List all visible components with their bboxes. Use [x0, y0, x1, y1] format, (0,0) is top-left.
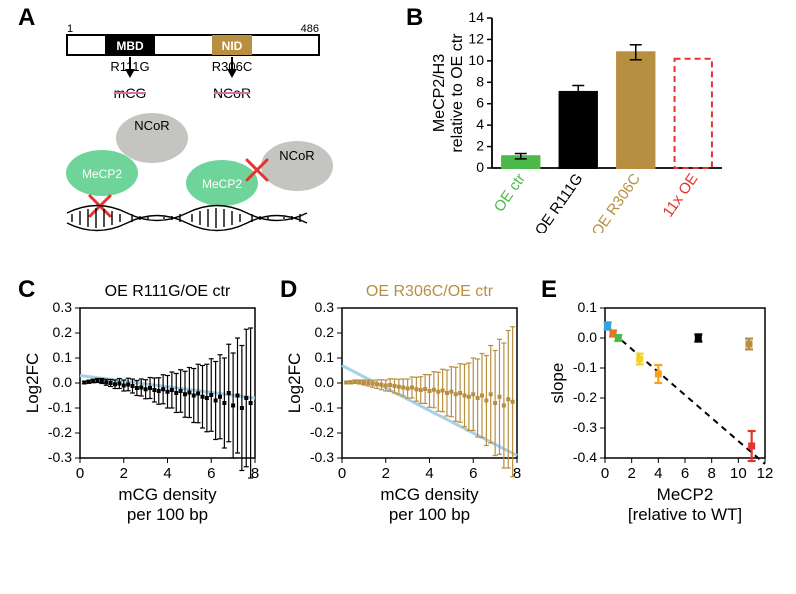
svg-text:0.1: 0.1: [315, 349, 335, 365]
panel-A-svg: 1 486 MBD NID R111G R306C mCG NCoR NCoR …: [22, 8, 342, 233]
mecp2-blob-right-label: MeCP2: [202, 177, 242, 191]
svg-text:2: 2: [476, 138, 484, 154]
protein-bar: [67, 35, 319, 55]
svg-text:MeCP2/H3: MeCP2/H3: [431, 54, 448, 132]
svg-text:-0.1: -0.1: [310, 399, 334, 415]
svg-text:2: 2: [627, 465, 635, 482]
svg-text:MeCP2: MeCP2: [657, 485, 714, 504]
svg-text:4: 4: [654, 465, 662, 482]
svg-text:14: 14: [468, 9, 484, 25]
svg-text:8: 8: [476, 73, 484, 89]
svg-text:2: 2: [382, 465, 390, 482]
panel-C-svg: OE R111G/OE ctr 0 2 4 6 8 -0.3 -0.2 -0.1 0.0 0.1 0.…: [22, 280, 267, 580]
mbd-label: MBD: [116, 39, 144, 53]
svg-text:6: 6: [207, 465, 215, 482]
nid-label: NID: [222, 39, 243, 53]
svg-text:0.3: 0.3: [53, 299, 73, 315]
svg-text:-0.1: -0.1: [48, 399, 72, 415]
svg-text:mCG density: mCG density: [380, 485, 479, 504]
svg-text:0: 0: [76, 465, 84, 482]
svg-text:6: 6: [681, 465, 689, 482]
svg-text:-0.3: -0.3: [573, 419, 597, 435]
panel-D-svg: OE R306C/OE ctr 0 2 4 6 8 -0.3 -0.2 -0.1 0.0 0.1 0.…: [284, 280, 529, 580]
svg-text:4: 4: [163, 465, 171, 482]
svg-text:OE R306C: OE R306C: [588, 170, 644, 233]
svg-text:0: 0: [338, 465, 346, 482]
svg-text:0: 0: [601, 465, 609, 482]
svg-text:0.2: 0.2: [315, 324, 335, 340]
svg-text:12: 12: [468, 30, 484, 46]
panel-D-scatter: OE R306C/OE ctr 0 2 4 6 8 -0.3 -0.2 -0.1 0.0 0.1 0.…: [284, 280, 529, 580]
panel-B-svg: 0 2 4 6 8 10 12 14 MeCP2/H3relative to OE ctr OE …: [410, 8, 770, 233]
svg-text:0: 0: [476, 159, 484, 175]
svg-text:0.1: 0.1: [578, 299, 598, 315]
svg-text:per 100 bp: per 100 bp: [389, 505, 470, 524]
panel-E-svg: 0 2 4 6 8 10 12 -0.4 -0.3 -0.2 -0.1 0.0 0.1 slope MeCP…: [545, 280, 780, 580]
svg-text:-0.2: -0.2: [48, 424, 72, 440]
svg-text:4: 4: [425, 465, 433, 482]
svg-text:8: 8: [251, 465, 259, 482]
r306c-label: R306C: [212, 59, 252, 74]
svg-text:-0.2: -0.2: [310, 424, 334, 440]
svg-text:Log2FC: Log2FC: [285, 353, 304, 413]
svg-text:0.1: 0.1: [53, 349, 73, 365]
r111g-label: R111G: [110, 59, 149, 74]
svg-text:8: 8: [513, 465, 521, 482]
svg-text:0.0: 0.0: [578, 329, 598, 345]
svg-text:6: 6: [476, 95, 484, 111]
panel-A-schematic: 1 486 MBD NID R111G R306C mCG NCoR NCoR …: [22, 8, 342, 233]
panel-A-start: 1: [67, 23, 73, 35]
svg-text:OE ctr: OE ctr: [491, 171, 529, 216]
svg-text:8: 8: [707, 465, 715, 482]
svg-text:0.0: 0.0: [53, 374, 73, 390]
svg-text:-0.1: -0.1: [573, 359, 597, 375]
ncor-blob-right-label: NCoR: [279, 148, 314, 163]
svg-text:OE R306C/OE ctr: OE R306C/OE ctr: [366, 283, 494, 300]
svg-text:10: 10: [468, 52, 484, 68]
svg-text:4: 4: [476, 116, 484, 132]
svg-text:mCG density: mCG density: [118, 485, 217, 504]
mecp2-blob-left-label: MeCP2: [82, 167, 122, 181]
svg-text:11x OE: 11x OE: [660, 171, 702, 221]
ncor-blob-left-label: NCoR: [134, 118, 169, 133]
svg-text:relative to OE ctr: relative to OE ctr: [449, 33, 466, 153]
svg-text:0.2: 0.2: [53, 324, 73, 340]
svg-text:OE R111G/OE ctr: OE R111G/OE ctr: [105, 283, 231, 300]
svg-text:0.0: 0.0: [315, 374, 335, 390]
svg-text:per 100 bp: per 100 bp: [127, 505, 208, 524]
svg-text:Log2FC: Log2FC: [23, 353, 42, 413]
svg-text:slope: slope: [548, 363, 567, 404]
svg-text:-0.2: -0.2: [573, 389, 597, 405]
panel-A-end: 486: [301, 23, 319, 35]
svg-text:OE R111G: OE R111G: [532, 171, 587, 233]
svg-text:0.3: 0.3: [315, 299, 335, 315]
panel-C-scatter: OE R111G/OE ctr 0 2 4 6 8 -0.3 -0.2 -0.1 0.0 0.1 0.…: [22, 280, 267, 580]
svg-text:-0.3: -0.3: [48, 449, 72, 465]
svg-text:-0.4: -0.4: [573, 449, 597, 465]
panel-E-scatter: 0 2 4 6 8 10 12 -0.4 -0.3 -0.2 -0.1 0.0 0.1 slope MeCP…: [545, 280, 780, 580]
svg-text:-0.3: -0.3: [310, 449, 334, 465]
svg-text:12: 12: [757, 465, 774, 482]
panel-B-barchart: 0 2 4 6 8 10 12 14 MeCP2/H3relative to OE ctr OE …: [410, 8, 770, 233]
svg-text:[relative to WT]: [relative to WT]: [628, 505, 742, 524]
svg-text:6: 6: [469, 465, 477, 482]
svg-text:10: 10: [730, 465, 747, 482]
svg-text:2: 2: [120, 465, 128, 482]
